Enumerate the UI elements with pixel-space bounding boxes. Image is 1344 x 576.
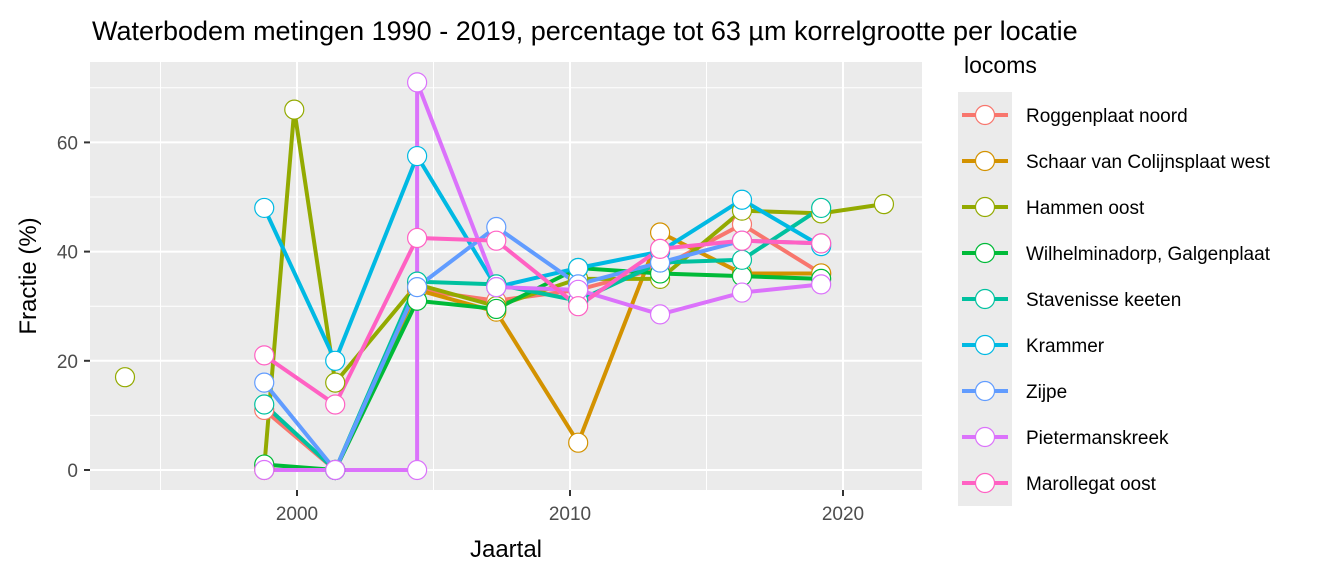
data-point [731,189,753,210]
data-point [325,372,346,393]
x-tick-label: 2020 [822,504,864,525]
legend-title: locoms [964,52,1037,78]
legend-label: Wilhelminadorp, Galgenplaat [1026,244,1271,265]
chart-title: Waterbodem metingen 1990 - 2019, percent… [92,16,1078,46]
legend-key-point [974,242,996,264]
legend-key-point [974,196,996,218]
legend-label: Krammer [1026,336,1105,357]
y-axis-label: Fractie (%) [15,217,42,334]
data-point [486,298,507,320]
series-line [262,224,822,474]
legend-label: Hammen oost [1026,198,1145,219]
legend-key-point [974,150,996,172]
x-tick-label: 2000 [276,504,318,525]
legend-key-point [974,426,996,448]
data-point [284,99,305,120]
series-line [262,151,823,366]
legend-label: Pietermanskreek [1026,428,1169,449]
data-point [731,282,753,303]
y-tick-label: 40 [57,243,78,264]
data-point [731,230,753,251]
data-point [873,193,895,215]
legend-label: Schaar van Colijnsplaat west [1026,152,1271,173]
legend-label: Stavenisse keeten [1026,290,1181,311]
data-point [254,394,275,415]
legend-key-point [974,472,996,494]
legend-label: Roggenplaat noord [1026,106,1188,127]
data-point [254,197,275,219]
legend-label: Marollegat oost [1026,474,1157,495]
data-point [254,459,275,481]
legend-key-point [974,380,996,402]
legend-key-point [974,288,996,310]
data-point [407,145,428,167]
data-point [254,345,275,366]
y-tick-label: 60 [57,133,78,154]
plot-panel [90,62,922,490]
data-point [325,459,346,481]
data-point [254,372,275,393]
legend-key-point [974,334,996,356]
data-point [486,276,507,298]
data-point [114,367,136,388]
legend-label: Zijpe [1026,382,1067,403]
y-tick-label: 20 [57,352,78,373]
data-point [811,197,832,219]
series-line [263,235,822,408]
data-point [649,238,671,259]
data-point [811,274,832,295]
data-point [325,350,346,371]
data-point [811,233,832,254]
data-point [568,432,589,453]
x-axis-label: Jaartal [470,536,542,563]
data-point [325,394,346,415]
legend-key-point [974,104,996,126]
data-point [486,230,507,251]
data-point [407,227,428,249]
x-tick-label: 2010 [549,504,591,525]
data-point [731,249,753,270]
data-point [568,296,589,317]
data-point [407,276,428,298]
data-point [407,72,428,93]
y-tick-label: 0 [67,461,78,482]
data-point [407,459,428,481]
data-point [649,304,671,325]
